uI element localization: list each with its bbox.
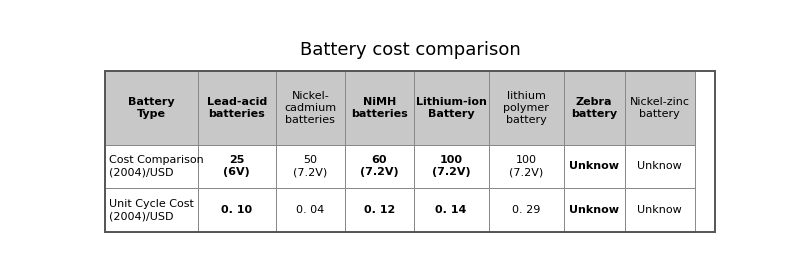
Bar (564, 188, 625, 232)
Text: NiMH
batteries: NiMH batteries (351, 97, 407, 119)
Bar (105, 70, 715, 232)
Text: 0. 29: 0. 29 (512, 205, 541, 215)
Text: 25
(6V): 25 (6V) (223, 156, 250, 178)
Text: 0. 04: 0. 04 (296, 205, 324, 215)
Bar (345, 70, 414, 145)
Text: Lead-acid
batteries: Lead-acid batteries (206, 97, 267, 119)
Text: 0. 10: 0. 10 (221, 205, 252, 215)
Bar (625, 70, 695, 145)
Bar (625, 145, 695, 188)
Bar (414, 145, 489, 188)
Bar (345, 188, 414, 232)
Text: 100
(7.2V): 100 (7.2V) (432, 156, 470, 178)
Bar (564, 70, 625, 145)
Text: Unknow: Unknow (570, 205, 619, 215)
Bar (414, 70, 489, 145)
Text: Unknow: Unknow (570, 161, 619, 171)
Bar (414, 188, 489, 232)
Text: Unknow: Unknow (638, 161, 682, 171)
Bar (198, 188, 276, 232)
Bar (276, 70, 345, 145)
Bar (564, 145, 625, 188)
Text: lithium
polymer
battery: lithium polymer battery (503, 91, 549, 125)
Text: Lithium-ion
Battery: Lithium-ion Battery (416, 97, 486, 119)
Bar (105, 188, 198, 232)
Text: Unit Cycle Cost
(2004)/USD: Unit Cycle Cost (2004)/USD (109, 199, 194, 221)
Bar (489, 145, 564, 188)
Text: Battery cost comparison: Battery cost comparison (300, 41, 520, 59)
Text: Unknow: Unknow (638, 205, 682, 215)
Bar (105, 145, 198, 188)
Text: Zebra
battery: Zebra battery (571, 97, 618, 119)
Bar (198, 70, 276, 145)
Text: 0. 12: 0. 12 (363, 205, 395, 215)
Text: Cost Comparison
(2004)/USD: Cost Comparison (2004)/USD (109, 156, 203, 178)
Bar (489, 70, 564, 145)
Bar (489, 188, 564, 232)
Text: Battery
Type: Battery Type (128, 97, 174, 119)
Text: 60
(7.2V): 60 (7.2V) (360, 156, 398, 178)
Bar (345, 145, 414, 188)
Text: 50
(7.2V): 50 (7.2V) (293, 156, 327, 178)
Bar (198, 145, 276, 188)
Bar (276, 145, 345, 188)
Bar (276, 188, 345, 232)
Bar (105, 70, 198, 145)
Text: Nickel-zinc
battery: Nickel-zinc battery (630, 97, 690, 119)
Bar (625, 188, 695, 232)
Text: 100
(7.2V): 100 (7.2V) (509, 156, 543, 178)
Text: Nickel-
cadmium
batteries: Nickel- cadmium batteries (284, 91, 336, 125)
Text: 0. 14: 0. 14 (435, 205, 467, 215)
